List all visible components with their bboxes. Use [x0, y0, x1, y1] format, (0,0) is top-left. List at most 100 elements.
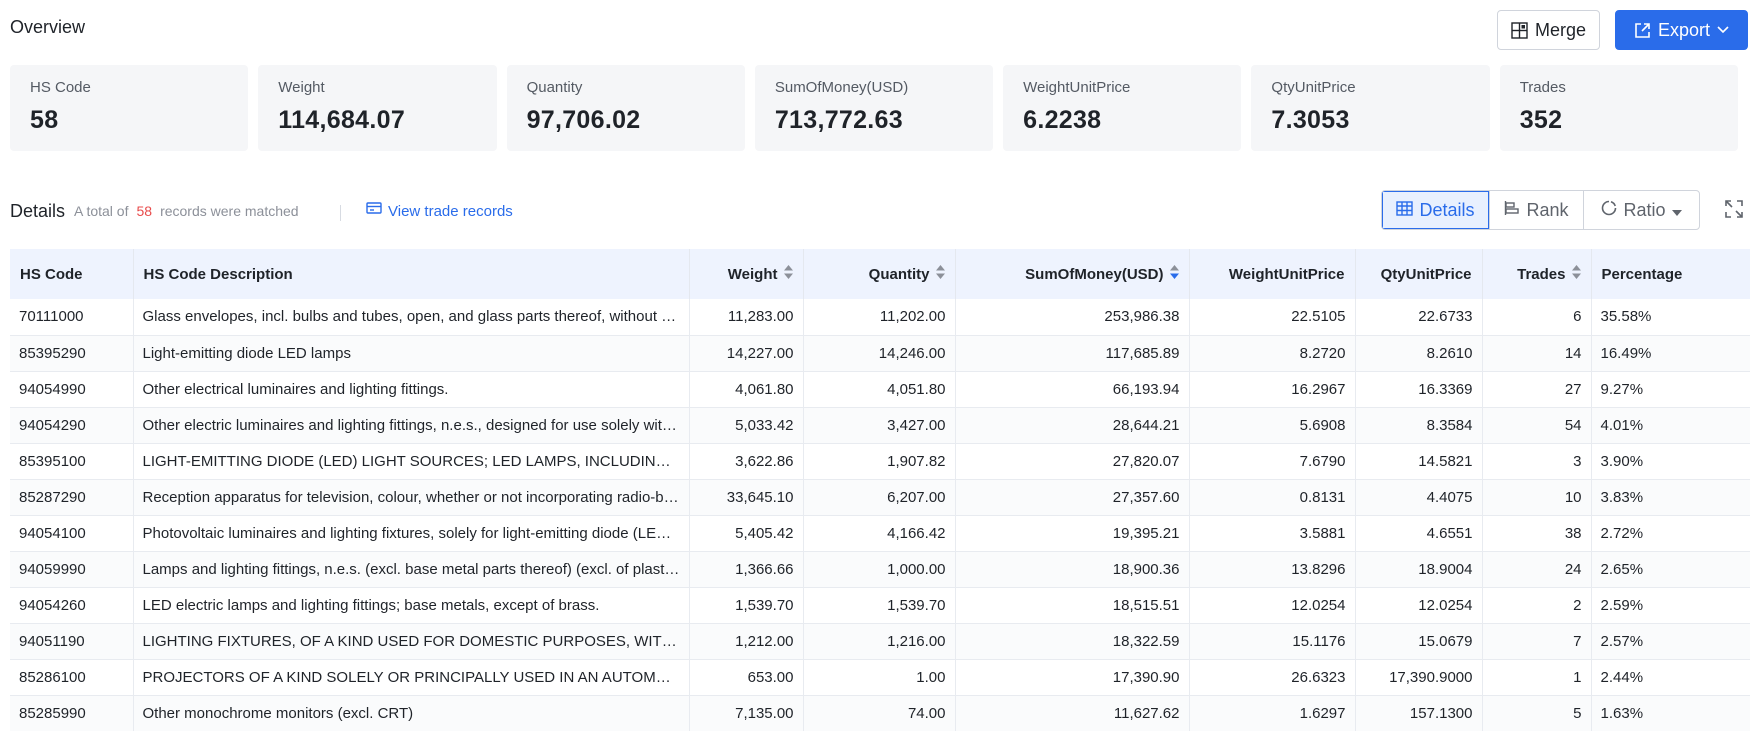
cell-description: LED electric lamps and lighting fittings… [133, 587, 690, 624]
sort-icon[interactable] [1571, 265, 1581, 283]
cell-weight-unit-price: 16.2967 [1189, 371, 1356, 408]
cell-weight: 1,212.00 [689, 623, 804, 660]
stat-label: Trades [1519, 79, 1566, 96]
cell-qty-unit-price: 8.2610 [1355, 335, 1483, 372]
column-header-label: WeightUnitPrice [1228, 265, 1345, 283]
cell-trades: 38 [1482, 515, 1592, 552]
details-toolbar: Details A total of 58 records were matched… [10, 186, 1744, 232]
export-button[interactable]: Export [1615, 10, 1748, 50]
table-row[interactable]: 94054290 Other electric luminaires and li… [10, 407, 1750, 444]
column-header-label: Weight [727, 265, 778, 283]
cell-quantity: 1,000.00 [803, 551, 956, 588]
stat-card-trades: Trades 352 [1499, 65, 1738, 151]
tab-ratio[interactable]: Ratio [1584, 191, 1699, 229]
column-header-weight[interactable]: Weight [689, 249, 804, 299]
sort-descending-icon[interactable] [1169, 265, 1179, 283]
cell-description: Other electrical luminaires and lighting… [133, 371, 690, 408]
merge-icon [1511, 21, 1528, 39]
tab-details[interactable]: Details [1382, 191, 1490, 229]
table-row[interactable]: 94059990 Lamps and lighting fittings, n.e… [10, 551, 1750, 588]
records-icon [366, 202, 382, 220]
cell-weight-unit-price: 5.6908 [1189, 407, 1356, 444]
column-header-sum-of-money[interactable]: SumOfMoney(USD) [955, 249, 1190, 299]
cell-hs-code: 70111000 [10, 299, 134, 336]
cell-sum-of-money: 18,900.36 [955, 551, 1190, 588]
cell-percentage: 3.83% [1591, 479, 1750, 516]
merge-button[interactable]: Merge [1497, 10, 1600, 50]
cell-weight-unit-price: 1.6297 [1189, 695, 1356, 731]
column-header-quantity[interactable]: Quantity [803, 249, 956, 299]
stat-value: 114,684.07 [278, 106, 406, 134]
table-row[interactable]: 94051190 LIGHTING FIXTURES, OF A KIND USE… [10, 623, 1750, 660]
cell-description: PROJECTORS OF A KIND SOLELY OR PRINCIPAL… [133, 659, 690, 696]
column-header-label: Quantity [868, 265, 930, 283]
cell-trades: 24 [1482, 551, 1592, 588]
cell-percentage: 3.90% [1591, 443, 1750, 480]
cell-percentage: 9.27% [1591, 371, 1750, 408]
merge-label: Merge [1534, 19, 1587, 40]
tab-rank[interactable]: Rank [1490, 191, 1584, 229]
summary-suffix: records were matched [160, 203, 299, 219]
cell-trades: 14 [1482, 335, 1592, 372]
cell-hs-code: 94054290 [10, 407, 134, 444]
export-label: Export [1657, 19, 1711, 40]
cell-percentage: 2.57% [1591, 623, 1750, 660]
cell-quantity: 1.00 [803, 659, 956, 696]
table-row[interactable]: 85395290 Light-emitting diode LED lamps 14… [10, 335, 1750, 372]
cell-trades: 5 [1482, 695, 1592, 731]
cell-quantity: 3,427.00 [803, 407, 956, 444]
stat-label: Quantity [526, 79, 583, 96]
table-row[interactable]: 94054990 Other electrical luminaires and … [10, 371, 1750, 408]
stat-value: 6.2238 [1023, 106, 1102, 134]
rank-bars-icon [1504, 200, 1520, 221]
view-trade-records-link[interactable]: View trade records [366, 202, 513, 220]
cell-weight-unit-price: 3.5881 [1189, 515, 1356, 552]
cell-trades: 3 [1482, 443, 1592, 480]
cell-qty-unit-price: 4.4075 [1355, 479, 1483, 516]
table-row[interactable]: 85286100 PROJECTORS OF A KIND SOLELY OR P… [10, 659, 1750, 696]
cell-hs-code: 94054990 [10, 371, 134, 408]
export-icon [1634, 22, 1651, 39]
overview-title: Overview [10, 17, 86, 37]
stat-label: QtyUnitPrice [1271, 79, 1356, 96]
sort-icon[interactable] [935, 265, 945, 283]
cell-hs-code: 94059990 [10, 551, 134, 588]
table-row[interactable]: 85285990 Other monochrome monitors (excl.… [10, 695, 1750, 731]
table-row[interactable]: 70111000 Glass envelopes, incl. bulbs and… [10, 299, 1750, 336]
stats-cards: HS Code 58 Weight 114,684.07 Quantity 97… [10, 65, 1738, 151]
cell-percentage: 35.58% [1591, 299, 1750, 336]
cell-sum-of-money: 117,685.89 [955, 335, 1190, 372]
table-row[interactable]: 94054100 Photovoltaic luminaires and ligh… [10, 515, 1750, 552]
summary-prefix: A total of [74, 203, 129, 219]
cell-trades: 27 [1482, 371, 1592, 408]
column-header-trades[interactable]: Trades [1482, 249, 1592, 299]
fullscreen-icon[interactable] [1724, 199, 1744, 224]
cell-sum-of-money: 66,193.94 [955, 371, 1190, 408]
column-header-qty-unit-price: QtyUnitPrice [1355, 249, 1483, 299]
column-header-label: SumOfMoney(USD) [1025, 265, 1164, 283]
cell-sum-of-money: 18,322.59 [955, 623, 1190, 660]
cell-trades: 1 [1482, 659, 1592, 696]
table-icon [1396, 200, 1414, 221]
cell-hs-code: 85395100 [10, 443, 134, 480]
table-row[interactable]: 94054260 LED electric lamps and lighting … [10, 587, 1750, 624]
cell-quantity: 1,907.82 [803, 443, 956, 480]
cell-qty-unit-price: 4.6551 [1355, 515, 1483, 552]
cell-weight: 5,405.42 [689, 515, 804, 552]
cell-weight: 4,061.80 [689, 371, 804, 408]
table-row[interactable]: 85395100 LIGHT-EMITTING DIODE (LED) LIGHT… [10, 443, 1750, 480]
column-header-label: Trades [1517, 265, 1566, 283]
table-row[interactable]: 85287290 Reception apparatus for televisi… [10, 479, 1750, 516]
chevron-down-icon [1717, 26, 1729, 34]
cell-hs-code: 94051190 [10, 623, 134, 660]
cell-percentage: 2.44% [1591, 659, 1750, 696]
cell-hs-code: 85286100 [10, 659, 134, 696]
cell-weight: 5,033.42 [689, 407, 804, 444]
cell-quantity: 1,539.70 [803, 587, 956, 624]
cell-quantity: 6,207.00 [803, 479, 956, 516]
cell-percentage: 2.59% [1591, 587, 1750, 624]
cell-quantity: 14,246.00 [803, 335, 956, 372]
cell-quantity: 1,216.00 [803, 623, 956, 660]
sort-icon[interactable] [783, 265, 793, 283]
column-header-percentage: Percentage [1591, 249, 1750, 299]
